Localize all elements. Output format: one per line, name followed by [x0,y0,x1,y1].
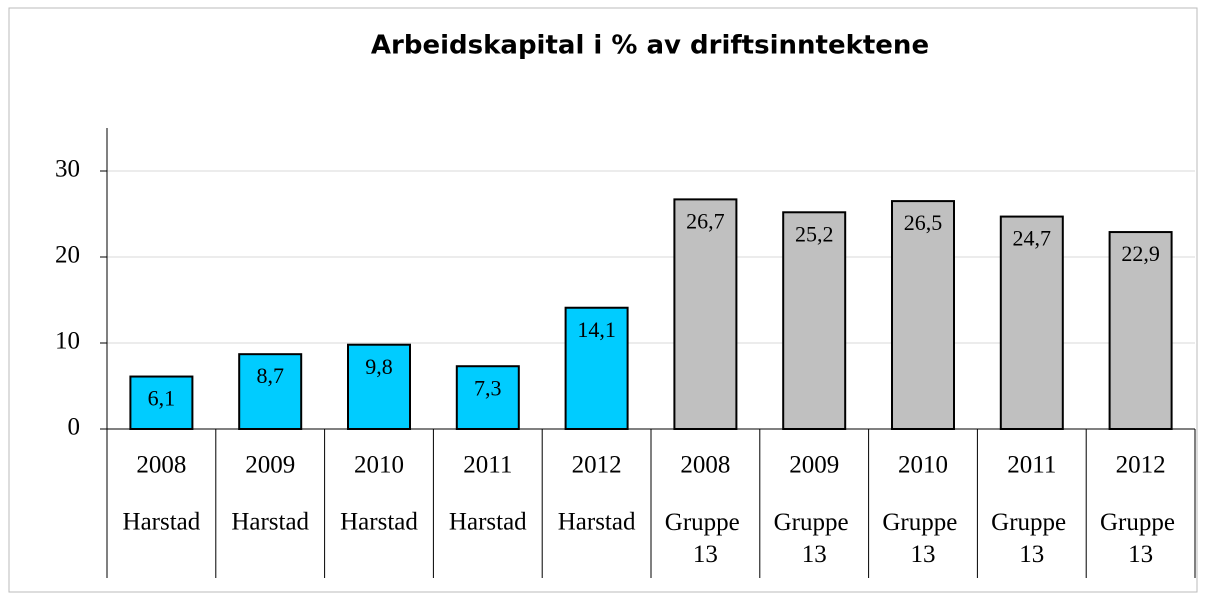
group-label: Gruppe 13 [1100,509,1181,568]
data-label: 9,8 [365,354,393,379]
data-label: 8,7 [256,363,284,388]
x-tick-label: 2011 [463,452,512,479]
bar [238,353,303,430]
group-label: Harstad [449,509,527,536]
data-label: 22,9 [1121,241,1160,266]
bar [347,343,411,430]
data-label: 14,1 [577,317,616,342]
bar [1108,231,1173,430]
x-tick-label: 2008 [136,452,186,479]
bar [564,306,629,430]
group-label: Harstad [340,509,418,536]
group-label: Harstad [231,509,309,536]
bar [673,198,738,430]
x-tick-label: 2009 [789,452,839,479]
data-label: 6,1 [148,386,176,411]
bar [782,211,847,430]
x-tick-label: 2009 [245,452,295,479]
y-tick-label: 20 [55,242,80,269]
group-label: Gruppe 13 [882,509,963,568]
bar [999,215,1064,430]
group-label: Gruppe 13 [991,509,1072,568]
data-label: 7,3 [474,375,502,400]
x-tick-label: 2010 [354,452,404,479]
bar [129,375,194,431]
x-tick-label: 2011 [1007,452,1056,479]
chart-border [8,7,1198,593]
y-tick-label: 10 [55,328,80,355]
x-tick-label: 2010 [898,452,948,479]
group-label: Harstad [123,509,201,536]
bar [455,365,520,430]
data-label: 25,2 [795,221,834,246]
bar [891,200,955,430]
y-tick-label: 0 [68,414,81,441]
y-tick-label: 30 [55,156,80,183]
data-label: 24,7 [1013,226,1052,251]
group-label: Gruppe 13 [774,509,855,568]
group-label: Gruppe 13 [665,509,746,568]
group-label: Harstad [558,509,636,536]
chart-title: Arbeidskapital i % av driftsinntektene [371,31,929,61]
data-label: 26,5 [904,210,943,235]
data-label: 26,7 [686,208,725,233]
x-tick-label: 2012 [572,452,622,479]
x-tick-label: 2012 [1116,452,1166,479]
x-tick-label: 2008 [680,452,730,479]
